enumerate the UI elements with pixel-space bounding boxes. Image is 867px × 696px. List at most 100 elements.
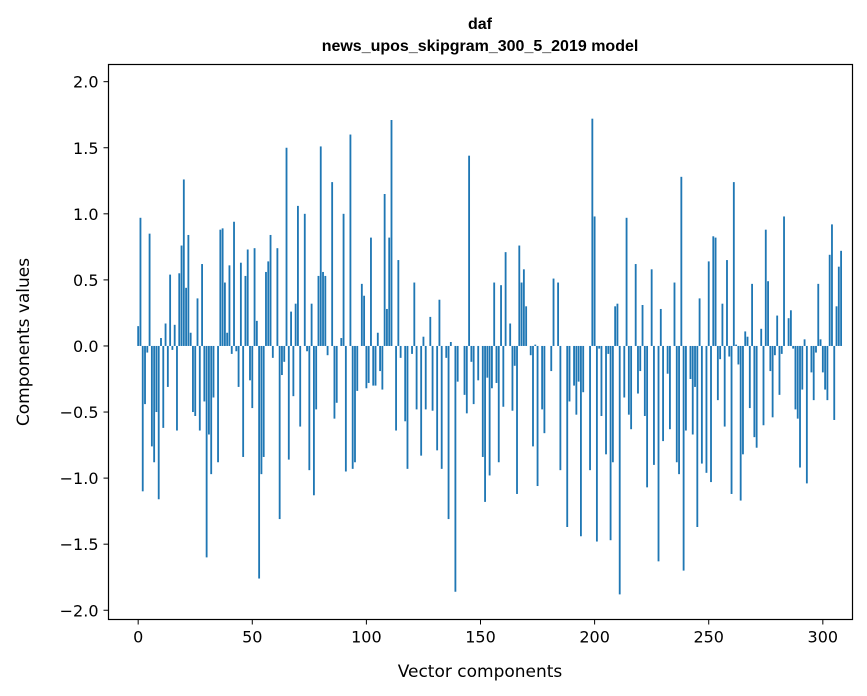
bar — [258, 345, 261, 579]
bar — [698, 298, 701, 346]
bar — [244, 275, 247, 346]
bar — [249, 345, 251, 381]
bar — [424, 345, 427, 410]
y-tick-label: −1.5 — [60, 535, 99, 554]
bar — [484, 345, 486, 502]
bar — [662, 345, 664, 442]
bar — [700, 345, 703, 464]
bar — [477, 345, 480, 381]
y-tick-label: 2.0 — [73, 73, 98, 92]
bar — [155, 345, 158, 413]
bar — [235, 345, 238, 352]
bar — [429, 316, 432, 346]
bar — [333, 345, 336, 419]
bar — [386, 308, 388, 346]
x-tick-label: 300 — [808, 628, 839, 647]
bar — [370, 237, 372, 346]
bar — [356, 345, 359, 391]
bar — [395, 345, 397, 431]
x-tick-label: 50 — [242, 628, 262, 647]
bar — [833, 345, 836, 420]
bar — [616, 303, 619, 346]
bar — [344, 345, 347, 472]
x-tick-label: 200 — [579, 628, 610, 647]
bar — [669, 345, 671, 430]
bar — [310, 303, 313, 346]
bar — [675, 345, 678, 463]
bar — [641, 305, 644, 346]
bar — [278, 345, 281, 520]
bar — [317, 275, 320, 346]
bar — [497, 345, 500, 463]
bar — [281, 345, 283, 376]
bar — [283, 345, 286, 362]
bar — [303, 213, 306, 346]
bar — [516, 345, 518, 494]
bar — [260, 345, 263, 475]
bar — [773, 345, 776, 356]
x-tick-label: 250 — [693, 628, 724, 647]
bar — [397, 260, 400, 346]
bar — [737, 345, 740, 365]
bar — [255, 320, 258, 346]
bar — [573, 345, 575, 386]
bar — [502, 345, 505, 407]
bar — [137, 326, 140, 346]
bar — [744, 331, 747, 346]
bar — [198, 345, 201, 431]
bar — [593, 216, 596, 346]
bar — [837, 266, 840, 346]
bar — [495, 345, 498, 383]
y-tick-label: 1.0 — [73, 205, 98, 224]
bar — [164, 323, 167, 346]
bar — [659, 308, 662, 346]
bar — [817, 283, 820, 346]
bar — [363, 295, 366, 346]
bar — [630, 345, 633, 430]
bar — [705, 345, 708, 473]
bar — [399, 345, 402, 358]
plot-frame — [107, 63, 854, 621]
bar — [472, 345, 475, 405]
bar — [324, 275, 327, 346]
bar — [776, 315, 779, 346]
bar — [413, 282, 416, 346]
bar — [351, 345, 354, 469]
bar — [637, 345, 639, 394]
bar — [230, 345, 233, 354]
bar — [666, 345, 669, 374]
bar — [589, 345, 591, 471]
bar — [623, 345, 626, 398]
bar — [595, 345, 598, 542]
bar — [153, 345, 156, 463]
bar — [789, 310, 792, 346]
chart-title-line1: daf — [468, 16, 493, 33]
bar — [726, 260, 728, 346]
bar — [543, 345, 546, 434]
bar — [522, 269, 525, 346]
bar — [639, 345, 642, 372]
bar — [438, 299, 441, 346]
bar — [447, 345, 450, 520]
bar — [605, 345, 607, 455]
bar — [694, 345, 696, 387]
bar — [568, 345, 571, 402]
x-tick-label: 0 — [133, 628, 143, 647]
bar — [755, 345, 758, 448]
x-axis-ticks: 0 50 100 150 200 250 300 — [133, 619, 839, 647]
bar — [520, 282, 523, 346]
bar — [285, 147, 288, 346]
bar — [566, 345, 569, 527]
bar — [536, 345, 539, 487]
bar — [196, 298, 199, 346]
bar — [762, 345, 765, 426]
bar — [201, 264, 203, 346]
bar — [794, 345, 797, 410]
bar — [673, 282, 676, 346]
bar — [404, 345, 407, 422]
bar — [803, 339, 806, 346]
bar — [760, 328, 763, 346]
bar — [223, 282, 226, 346]
bar — [144, 345, 146, 405]
